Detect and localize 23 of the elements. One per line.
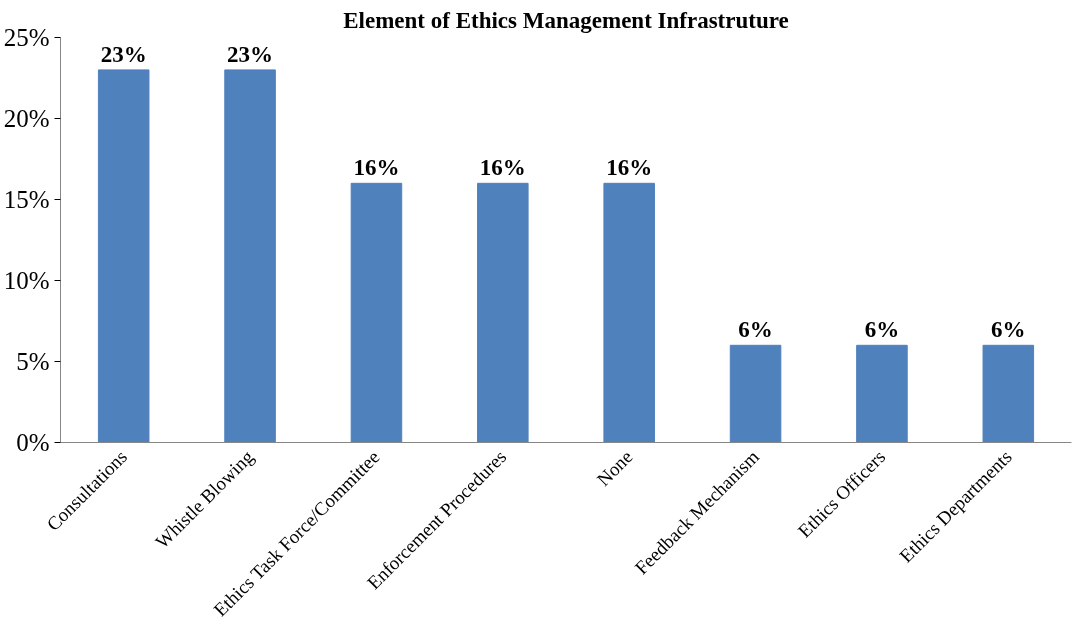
data-label: 6%: [738, 317, 773, 343]
bar: [350, 182, 403, 443]
bar: [729, 344, 782, 443]
y-tick-label: 0%: [16, 429, 50, 456]
bar: [982, 344, 1035, 443]
y-tick-label: 15%: [3, 186, 50, 213]
data-label: 16%: [353, 155, 400, 181]
y-tick-label: 20%: [3, 105, 50, 132]
data-label: 16%: [479, 155, 526, 181]
data-label: 23%: [227, 41, 274, 67]
data-label: 6%: [864, 317, 900, 343]
bar: [224, 69, 276, 443]
y-tick-label: 25%: [3, 24, 50, 51]
bar: [477, 182, 529, 443]
bar: [856, 344, 908, 443]
data-label: 6%: [991, 317, 1026, 343]
y-tick-label: 5%: [16, 348, 50, 375]
y-tick-label: 10%: [3, 267, 50, 294]
data-label: 23%: [100, 41, 147, 67]
chart-title: Element of Ethics Management Infrastruture: [343, 7, 789, 33]
bar: [603, 182, 655, 443]
data-label: 16%: [606, 155, 653, 181]
bar: [97, 69, 150, 443]
